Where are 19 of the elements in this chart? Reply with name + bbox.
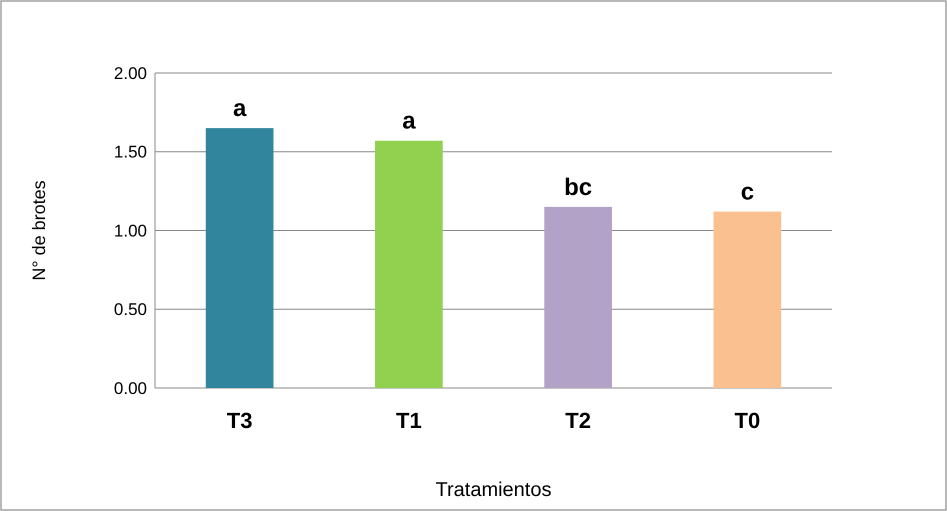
annotation: bc bbox=[564, 174, 592, 201]
bar bbox=[544, 206, 612, 388]
x-axis-title: Tratamientos bbox=[436, 479, 552, 501]
x-tick-label: T0 bbox=[734, 408, 760, 433]
bar bbox=[714, 212, 782, 388]
y-axis-title: N° de brotes bbox=[29, 180, 49, 281]
y-tick-label: 0.00 bbox=[114, 378, 147, 398]
bar bbox=[206, 128, 274, 388]
x-tick-label: T1 bbox=[396, 408, 422, 433]
y-tick-label: 1.00 bbox=[114, 221, 147, 240]
y-tick-label: 2.00 bbox=[114, 64, 147, 83]
annotation: c bbox=[740, 178, 754, 206]
x-tick-label: T2 bbox=[565, 408, 591, 433]
annotation: a bbox=[402, 108, 416, 135]
x-tick-label: T3 bbox=[226, 408, 252, 433]
bar bbox=[375, 140, 443, 388]
annotation: a bbox=[232, 95, 247, 122]
y-tick-label: 0.50 bbox=[114, 300, 147, 320]
y-tick-label: 1.50 bbox=[114, 142, 147, 162]
